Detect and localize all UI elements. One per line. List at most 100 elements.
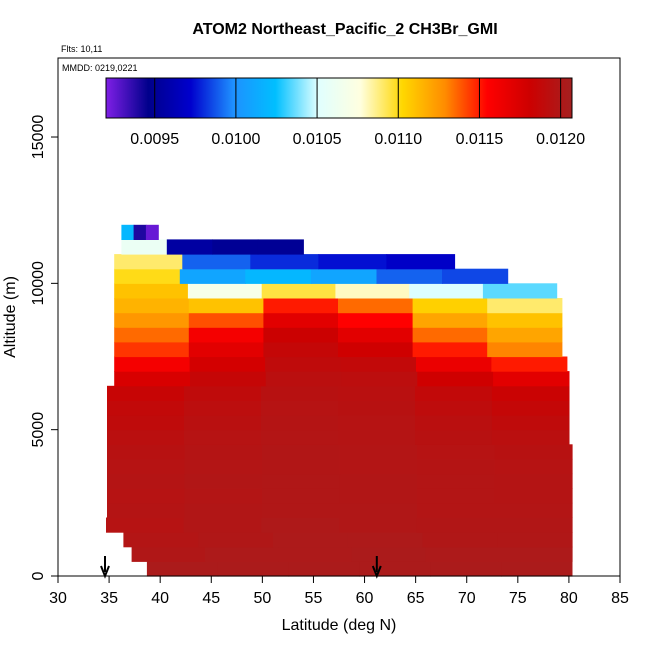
heatmap-cell — [217, 561, 290, 577]
colorbar: 0.0095 0.0100 0.0105 0.0110 0.0115 0.0120 — [105, 77, 585, 148]
heatmap-cell — [189, 356, 266, 372]
heatmap-cell — [114, 268, 181, 284]
heatmap-cell — [114, 371, 191, 387]
heatmap-cell — [184, 444, 263, 460]
x-tick-label: 75 — [509, 590, 527, 607]
heatmap-cell — [494, 517, 573, 533]
heatmap-cell — [261, 283, 336, 299]
heatmap-cell — [493, 371, 570, 387]
heatmap-cell — [184, 400, 262, 416]
heatmap-cells — [106, 224, 573, 577]
heatmap-cell — [417, 458, 496, 475]
heatmap-cell — [494, 444, 573, 460]
heatmap-cell — [145, 224, 159, 240]
heatmap-cell — [338, 429, 416, 445]
heatmap-cell — [184, 473, 263, 489]
heatmap-cell — [272, 532, 349, 548]
y-axis-label: Altitude (m) — [2, 276, 19, 358]
heatmap-cell — [184, 502, 263, 518]
heatmap-cell — [351, 546, 426, 562]
heatmap-cell — [338, 298, 414, 314]
heatmap-cell — [422, 532, 498, 548]
x-tick-label: 60 — [356, 590, 374, 607]
heatmap-cell — [494, 488, 573, 504]
heatmap-cell — [188, 341, 264, 358]
heatmap-cell — [107, 488, 186, 504]
heatmap-cell — [166, 239, 213, 255]
heatmap-cell — [338, 341, 414, 358]
heatmap-cell — [487, 341, 563, 358]
heatmap-cell — [491, 415, 570, 431]
heatmap-cell — [359, 561, 431, 577]
colorbar-tick-label: 0.0110 — [374, 131, 422, 148]
heatmap-cell — [416, 356, 492, 372]
heatmap-cell — [262, 458, 341, 475]
colorbar-gradient — [105, 77, 573, 119]
heatmap-cell — [184, 415, 262, 431]
heatmap-cell — [198, 532, 274, 548]
heatmap-cell — [386, 254, 456, 270]
y-tick-label: 15000 — [30, 115, 47, 160]
heatmap-cell — [338, 327, 414, 343]
heatmap-cell — [179, 268, 246, 284]
heatmap-cell — [114, 356, 191, 372]
heatmap-cell — [114, 254, 183, 270]
heatmap-cell — [184, 429, 262, 445]
heatmap-cell — [341, 371, 418, 387]
heatmap-cell — [133, 224, 147, 240]
heatmap-cell — [487, 327, 563, 343]
heatmap-cell — [184, 458, 263, 475]
heatmap-cell — [257, 239, 304, 255]
x-tick-label: 55 — [305, 590, 323, 607]
x-tick-label: 80 — [560, 590, 578, 607]
heatmap-cell — [263, 341, 339, 358]
heatmap-cell — [107, 429, 185, 445]
heatmap-cell — [278, 546, 353, 562]
heatmap-cell — [114, 327, 190, 343]
heatmap-cell — [187, 283, 263, 299]
heatmap-cell — [339, 517, 418, 533]
heatmap-cell — [261, 400, 339, 416]
heatmap-cell — [415, 400, 493, 416]
heatmap-cell — [188, 327, 264, 343]
heatmap-cell — [114, 312, 190, 328]
heatmap-cell — [409, 283, 484, 299]
heatmap-cell — [184, 385, 262, 401]
heatmap-cell — [338, 400, 416, 416]
heatmap-cell — [318, 254, 388, 270]
heatmap-cell — [417, 371, 494, 387]
heatmap-cell — [338, 415, 416, 431]
x-tick-label: 40 — [151, 590, 169, 607]
heatmap-cell — [245, 268, 312, 284]
colorbar-tick-label: 0.0120 — [536, 131, 585, 148]
x-tick-label: 70 — [458, 590, 476, 607]
heatmap-cell — [107, 385, 185, 401]
heatmap-cell — [487, 298, 563, 314]
heatmap-cell — [494, 458, 573, 475]
heatmap-cell — [190, 371, 267, 387]
plot-frame — [57, 57, 621, 577]
heatmap-cell — [338, 312, 414, 328]
chart-title: ATOM2 Northeast_Pacific_2 CH3Br_GMI — [192, 21, 497, 38]
y-axis: 0 5000 10000 15000 — [30, 115, 58, 580]
heatmap-cell — [412, 327, 488, 343]
colorbar-tick-label: 0.0105 — [293, 131, 342, 148]
heatmap-cell — [339, 444, 418, 460]
heatmap-cell — [188, 312, 264, 328]
heatmap-cell — [339, 458, 418, 475]
heatmap-cell — [250, 254, 319, 270]
heatmap-cell — [107, 502, 186, 518]
heatmap-cell — [335, 283, 410, 299]
heatmap-cell — [425, 546, 500, 562]
heatmap-cell — [491, 429, 570, 445]
heatmap-cell — [339, 488, 418, 504]
heatmap-cell — [188, 298, 264, 314]
heatmap-cell — [265, 371, 343, 387]
heatmap-cell — [376, 268, 443, 284]
heatmap-cell — [494, 502, 573, 518]
heatmap-cell — [491, 400, 570, 416]
heatmap-cell — [412, 341, 488, 358]
heatmap-cell — [417, 488, 496, 504]
heatmap-cell — [121, 239, 168, 255]
heatmap-cell — [491, 356, 568, 372]
